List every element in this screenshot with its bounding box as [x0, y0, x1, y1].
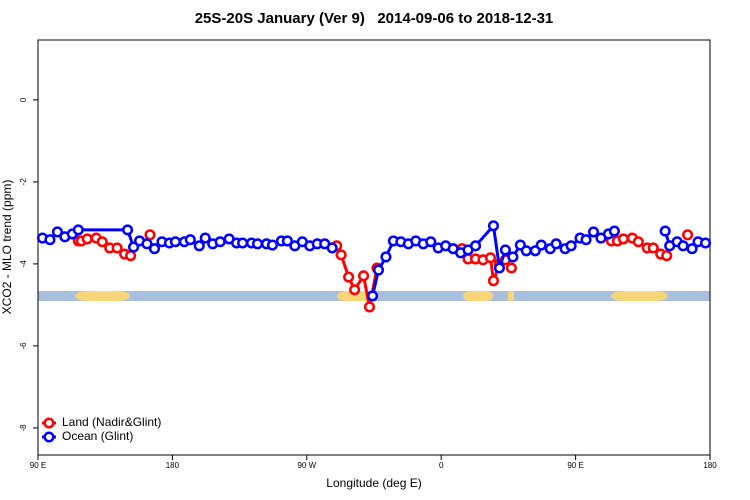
- y-axis-label: XCO2 - MLO trend (ppm): [0, 180, 14, 315]
- land-band: [463, 291, 493, 301]
- x-tick-label: 0: [439, 461, 444, 470]
- data-point: [682, 229, 694, 241]
- data-point: [44, 234, 56, 246]
- data-point: [499, 244, 511, 256]
- data-point: [214, 236, 226, 248]
- land-band: [75, 291, 130, 301]
- plot-frame: [37, 39, 711, 456]
- data-point: [535, 239, 547, 251]
- y-tick-label: -2: [19, 178, 28, 186]
- data-point: [580, 234, 592, 246]
- legend-label: Land (Nadir&Glint): [62, 415, 161, 429]
- data-point: [380, 251, 392, 263]
- x-axis-label: Longitude (deg E): [326, 476, 421, 490]
- data-point: [493, 262, 505, 274]
- data-point: [469, 240, 482, 252]
- data-point: [659, 225, 671, 237]
- data-point: [520, 245, 532, 257]
- data-point: [96, 236, 108, 248]
- data-point: [484, 252, 497, 264]
- legend-marker: [43, 417, 55, 429]
- data-point: [111, 242, 123, 254]
- data-point: [122, 224, 134, 236]
- data-point: [335, 249, 347, 261]
- y-tick-label: -6: [19, 342, 28, 350]
- y-tick-label: -4: [19, 260, 28, 268]
- data-point: [647, 242, 659, 254]
- land-band: [611, 291, 668, 301]
- data-point: [686, 243, 698, 255]
- data-point: [677, 240, 689, 252]
- data-point: [281, 235, 293, 247]
- legend-label: Ocean (Glint): [62, 429, 133, 443]
- data-point: [251, 238, 264, 250]
- data-point: [148, 243, 161, 255]
- data-point: [357, 270, 370, 282]
- data-point: [366, 290, 379, 302]
- data-point: [193, 240, 205, 252]
- data-point: [608, 225, 620, 237]
- data-point: [372, 264, 385, 276]
- y-tick-label: 0: [19, 97, 28, 102]
- data-point: [487, 220, 500, 232]
- data-point: [550, 238, 562, 250]
- chart-title: 25S-20S January (Ver 9) 2014-09-06 to 20…: [195, 10, 554, 27]
- legend-marker: [43, 431, 55, 443]
- data-point: [81, 233, 93, 245]
- x-tick-label: 90 E: [30, 461, 46, 470]
- data-point: [661, 250, 673, 262]
- x-tick-label: 90 W: [297, 461, 316, 470]
- data-point: [266, 239, 279, 251]
- data-point: [169, 236, 181, 248]
- data-point: [144, 229, 156, 241]
- x-tick-label: 180: [166, 461, 180, 470]
- data-point: [141, 238, 153, 250]
- data-point: [184, 234, 196, 246]
- data-point: [125, 250, 137, 262]
- data-point: [199, 232, 211, 244]
- data-point: [51, 226, 63, 238]
- data-point: [565, 240, 577, 252]
- data-point: [505, 262, 517, 274]
- x-tick-label: 180: [703, 461, 717, 470]
- data-point: [617, 233, 629, 245]
- data-point: [487, 275, 500, 287]
- data-point: [72, 224, 84, 236]
- data-point: [587, 226, 600, 238]
- y-tick-label: -8: [19, 424, 28, 432]
- data-point: [343, 271, 355, 283]
- data-point: [326, 242, 338, 254]
- data-point: [349, 284, 361, 296]
- land-band: [508, 291, 514, 301]
- data-point: [237, 237, 249, 249]
- data-point: [507, 251, 519, 263]
- data-point: [632, 236, 644, 248]
- x-tick-label: 90 E: [567, 461, 583, 470]
- data-point: [363, 301, 376, 313]
- data-point: [425, 236, 437, 248]
- data-point: [699, 237, 712, 249]
